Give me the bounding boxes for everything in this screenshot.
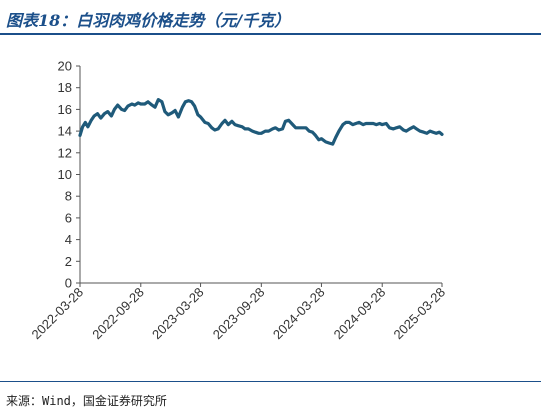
y-tick-label: 2 (65, 254, 72, 269)
y-tick-label: 10 (58, 167, 72, 182)
y-tick-label: 20 (58, 59, 72, 74)
x-axis-ticks: 2022-03-28 2022-09-28 2023-03-28 2023-09-28… (28, 283, 448, 342)
series-group (78, 98, 444, 146)
series-line (78, 98, 444, 146)
x-tick-label: 2023-09-28 (210, 285, 268, 343)
y-tick-label: 14 (58, 124, 72, 139)
y-tick-label: 8 (65, 189, 72, 204)
title-rule (0, 33, 541, 35)
x-tick-label: 2024-03-28 (270, 285, 328, 343)
y-axis-ticks: 0 2 4 6 8 10 12 14 16 18 20 (58, 59, 80, 291)
x-tick-label: 2022-03-28 (28, 285, 86, 343)
source-rule (0, 381, 541, 382)
y-tick-label: 4 (65, 232, 72, 247)
x-tick-label: 2022-09-28 (89, 285, 147, 343)
y-tick-label: 12 (58, 145, 72, 160)
chart-axes (79, 66, 442, 284)
x-tick-label: 2025-03-28 (390, 285, 448, 343)
y-tick-label: 18 (58, 80, 72, 95)
y-tick-label: 16 (58, 102, 72, 117)
y-tick-label: 0 (65, 276, 72, 291)
figure-title: 图表18：白羽肉鸡价格走势（元/千克） (6, 11, 291, 30)
x-tick-label: 2024-09-28 (331, 285, 389, 343)
x-tick-label: 2023-03-28 (149, 285, 207, 343)
source-note: 来源：Wind，国金证券研究所 (6, 394, 167, 408)
y-tick-label: 6 (65, 210, 72, 225)
